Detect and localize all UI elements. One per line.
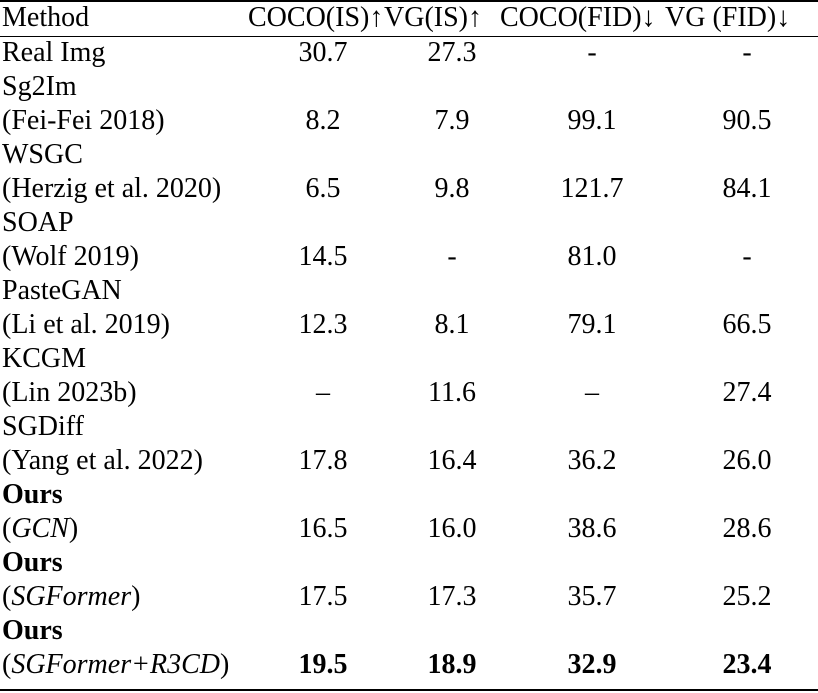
row-method-citation: (Fei-Fei 2018) <box>2 105 165 136</box>
row-method-name: SGDiff <box>2 411 84 442</box>
row-method-name: WSGC <box>2 139 83 170</box>
row-value: – <box>316 377 330 408</box>
row-value: 84.1 <box>722 173 772 204</box>
row-value: 121.7 <box>560 173 624 204</box>
row-value-best: 23.4 <box>722 649 772 680</box>
row-value: 28.6 <box>722 513 772 544</box>
row-value: 9.8 <box>434 173 470 204</box>
row-value: 8.1 <box>434 309 470 340</box>
row-value: 17.8 <box>298 445 348 476</box>
row-method-citation: (Li et al. 2019) <box>2 309 170 340</box>
row-value: 27.3 <box>427 37 477 68</box>
row-value: - <box>742 37 752 68</box>
row-method: Real Img <box>2 37 106 68</box>
row-value: 17.3 <box>427 581 477 612</box>
row-method-name: Ours <box>2 547 63 578</box>
header-method: Method <box>2 2 90 33</box>
row-value: 27.4 <box>722 377 772 408</box>
row-value: 7.9 <box>434 105 470 136</box>
row-value: – <box>585 377 599 408</box>
row-value: 36.2 <box>567 445 617 476</box>
row-value: - <box>447 241 457 272</box>
row-value: 16.5 <box>298 513 348 544</box>
row-value: 8.2 <box>305 105 341 136</box>
row-value: 11.6 <box>428 377 476 408</box>
row-value-best: 32.9 <box>567 649 617 680</box>
row-method-citation: (Yang et al. 2022) <box>2 445 203 476</box>
row-value: - <box>587 37 597 68</box>
row-method-name: PasteGAN <box>2 275 122 306</box>
row-value-best: 18.9 <box>427 649 477 680</box>
row-value: 6.5 <box>305 173 341 204</box>
bottom-rule <box>0 689 818 691</box>
row-value: 26.0 <box>722 445 772 476</box>
row-value: 14.5 <box>298 241 348 272</box>
row-method-variant: (SGFormer) <box>2 581 141 612</box>
row-value-best: 19.5 <box>298 649 348 680</box>
row-value: 16.4 <box>427 445 477 476</box>
header-coco-fid: COCO(FID)↓ <box>500 2 656 33</box>
row-value: 99.1 <box>567 105 617 136</box>
row-value: 79.1 <box>567 309 617 340</box>
row-value: 25.2 <box>722 581 772 612</box>
row-value: 12.3 <box>298 309 348 340</box>
row-method-name: Ours <box>2 479 63 510</box>
row-method-name: Sg2Im <box>2 71 77 102</box>
row-value: 30.7 <box>298 37 348 68</box>
row-method-citation: (Lin 2023b) <box>2 377 137 408</box>
row-value: 66.5 <box>722 309 772 340</box>
row-method-variant: (GCN) <box>2 513 79 544</box>
top-rule <box>0 0 818 2</box>
row-value: 90.5 <box>722 105 772 136</box>
row-value: - <box>742 241 752 272</box>
row-method-citation: (Wolf 2019) <box>2 241 139 272</box>
header-rule <box>0 36 818 37</box>
row-value: 35.7 <box>567 581 617 612</box>
header-vg-fid: VG (FID)↓ <box>665 2 791 33</box>
row-value: 17.5 <box>298 581 348 612</box>
row-value: 16.0 <box>427 513 477 544</box>
row-method-citation: (Herzig et al. 2020) <box>2 173 222 204</box>
row-value: 81.0 <box>567 241 617 272</box>
row-method-name: SOAP <box>2 207 74 238</box>
header-coco-is: COCO(IS)↑ <box>248 2 384 33</box>
header-vg-is: VG(IS)↑ <box>384 2 482 33</box>
row-method-name: KCGM <box>2 343 87 374</box>
row-method-name: Ours <box>2 615 63 646</box>
row-value: 38.6 <box>567 513 617 544</box>
row-method-variant: (SGFormer+R3CD) <box>2 649 230 680</box>
